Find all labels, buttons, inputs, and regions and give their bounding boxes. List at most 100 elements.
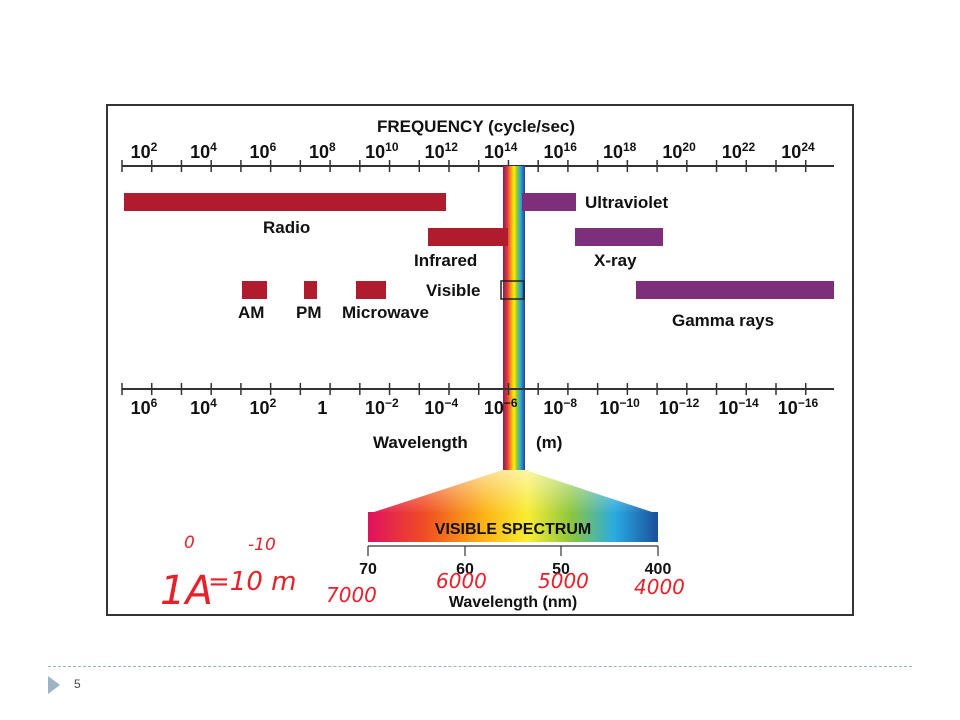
frequency-tick-base-7: 10	[543, 142, 563, 162]
handwritten-7000: 7000	[326, 583, 377, 607]
handwritten-angstrom: 1A	[160, 568, 213, 614]
handwritten-5000: 5000	[538, 569, 589, 593]
wavelength-tick-exponent-7: −8	[563, 396, 577, 410]
handwritten-exponent-0: 0	[184, 533, 195, 553]
wavelength-tick-base-4: 10	[365, 398, 385, 418]
pm-bar	[304, 281, 317, 299]
wavelength-tick-labels: 106 104 102 1 10−2 10−4 10−6 10−8 10−10 10−12 10−1…	[131, 396, 819, 418]
frequency-tick-8: 1018	[603, 140, 637, 162]
frequency-tick-exponent-10: 22	[742, 140, 756, 154]
frequency-tick-base-3: 10	[309, 142, 329, 162]
frequency-tick-base-2: 10	[250, 142, 270, 162]
frequency-tick-base-11: 10	[781, 142, 801, 162]
frequency-tick-2: 106	[250, 140, 277, 162]
wavelength-tick-11: 10−16	[778, 396, 819, 418]
wavelength-tick-10: 10−14	[718, 396, 759, 418]
electromagnetic-spectrum-figure: FREQUENCY (cycle/sec) 102 104 106 108 1010 10…	[106, 104, 854, 616]
frequency-tick-exponent-7: 16	[564, 140, 578, 154]
wavelength-tick-base-6: 10	[484, 398, 504, 418]
spectrum-tick-70: 70	[359, 561, 377, 578]
handwritten-annotations: 1A =10 m 0 -10 7000 6000 5000 4000	[160, 533, 685, 614]
am-label: AM	[238, 303, 264, 322]
frequency-tick-base-0: 10	[131, 142, 151, 162]
spectrum-axis-title: Wavelength (nm)	[449, 594, 577, 611]
handwritten-exponent-neg10: -10	[248, 535, 276, 555]
wavelength-tick-base-3: 1	[317, 398, 327, 418]
wavelength-tick-exponent-2: 2	[270, 396, 277, 410]
wavelength-tick-exponent-9: −12	[679, 396, 700, 410]
frequency-tick-base-1: 10	[190, 142, 210, 162]
frequency-tick-exponent-1: 4	[210, 140, 217, 154]
handwritten-4000: 4000	[634, 575, 685, 599]
visible-spectrum-bar	[368, 512, 658, 542]
wavelength-tick-base-8: 10	[599, 398, 619, 418]
spectrum-tick-60: 60	[456, 561, 474, 578]
frequency-axis-title: FREQUENCY (cycle/sec)	[377, 117, 575, 136]
frequency-tick-base-6: 10	[484, 142, 504, 162]
wavelength-tick-6: 10−6	[484, 396, 518, 418]
wavelength-tick-5: 10−4	[424, 396, 458, 418]
footer-triangle-icon	[48, 676, 60, 694]
frequency-tick-6: 1014	[484, 140, 518, 162]
infrared-label: Infrared	[414, 251, 477, 270]
am-bar	[242, 281, 267, 299]
wavelength-tick-exponent-4: −2	[385, 396, 399, 410]
wavelength-tick-base-7: 10	[543, 398, 563, 418]
frequency-tick-exponent-4: 10	[385, 140, 399, 154]
frequency-tick-exponent-11: 24	[801, 140, 815, 154]
frequency-tick-exponent-6: 14	[504, 140, 518, 154]
frequency-tick-exponent-0: 2	[151, 140, 158, 154]
wavelength-tick-base-5: 10	[424, 398, 444, 418]
frequency-tick-exponent-3: 8	[329, 140, 336, 154]
wavelength-axis-title: Wavelength	[373, 433, 468, 452]
band-bars	[124, 193, 834, 300]
ultraviolet-bar	[522, 193, 576, 211]
wavelength-unit: (m)	[536, 433, 562, 452]
wavelength-tick-exponent-10: −14	[738, 396, 759, 410]
ultraviolet-label: Ultraviolet	[585, 193, 668, 212]
wavelength-tick-0: 106	[131, 396, 158, 418]
wavelength-tick-4: 10−2	[365, 396, 399, 418]
wavelength-tick-base-0: 10	[131, 398, 151, 418]
microwave-label: Microwave	[342, 303, 429, 322]
frequency-tick-exponent-8: 18	[623, 140, 637, 154]
frequency-tick-base-10: 10	[722, 142, 742, 162]
infrared-bar	[428, 228, 508, 246]
handwritten-6000: 6000	[436, 569, 487, 593]
frequency-tick-3: 108	[309, 140, 336, 162]
radio-bar	[124, 193, 446, 211]
frequency-tick-base-9: 10	[662, 142, 682, 162]
frequency-tick-exponent-2: 6	[270, 140, 277, 154]
wavelength-axis	[121, 383, 834, 395]
footer-divider	[48, 666, 912, 667]
frequency-tick-11: 1024	[781, 140, 815, 162]
wavelength-tick-1: 104	[190, 396, 217, 418]
wavelength-tick-base-11: 10	[778, 398, 798, 418]
gamma-bar	[636, 281, 834, 299]
frequency-tick-exponent-9: 20	[682, 140, 696, 154]
spectrum-tick-50: 50	[552, 561, 570, 578]
microwave-bar	[356, 281, 386, 299]
visible-light-strip	[503, 166, 525, 470]
wavelength-tick-exponent-1: 4	[210, 396, 217, 410]
frequency-tick-5: 1012	[425, 140, 459, 162]
handwritten-equals-10m: =10 m	[208, 567, 296, 597]
frequency-tick-7: 1016	[543, 140, 577, 162]
visible-label: Visible	[426, 281, 481, 300]
wavelength-tick-3: 1	[317, 398, 327, 418]
frequency-tick-9: 1020	[662, 140, 696, 162]
frequency-axis	[121, 160, 834, 172]
frequency-tick-base-8: 10	[603, 142, 623, 162]
frequency-tick-0: 102	[131, 140, 158, 162]
frequency-tick-labels: 102 104 106 108 1010 1012 1014 1016 1018 1020 1022…	[131, 140, 815, 162]
spectrum-tick-400: 400	[645, 561, 672, 578]
radio-label: Radio	[263, 218, 310, 237]
wavelength-tick-exponent-5: −4	[444, 396, 458, 410]
visible-spectrum-title: VISIBLE SPECTRUM	[435, 521, 591, 538]
wavelength-tick-base-9: 10	[659, 398, 679, 418]
wavelength-tick-exponent-11: −16	[798, 396, 819, 410]
wavelength-tick-7: 10−8	[543, 396, 577, 418]
spectrum-axis	[367, 545, 659, 556]
frequency-tick-base-4: 10	[365, 142, 385, 162]
visible-box	[500, 280, 525, 300]
